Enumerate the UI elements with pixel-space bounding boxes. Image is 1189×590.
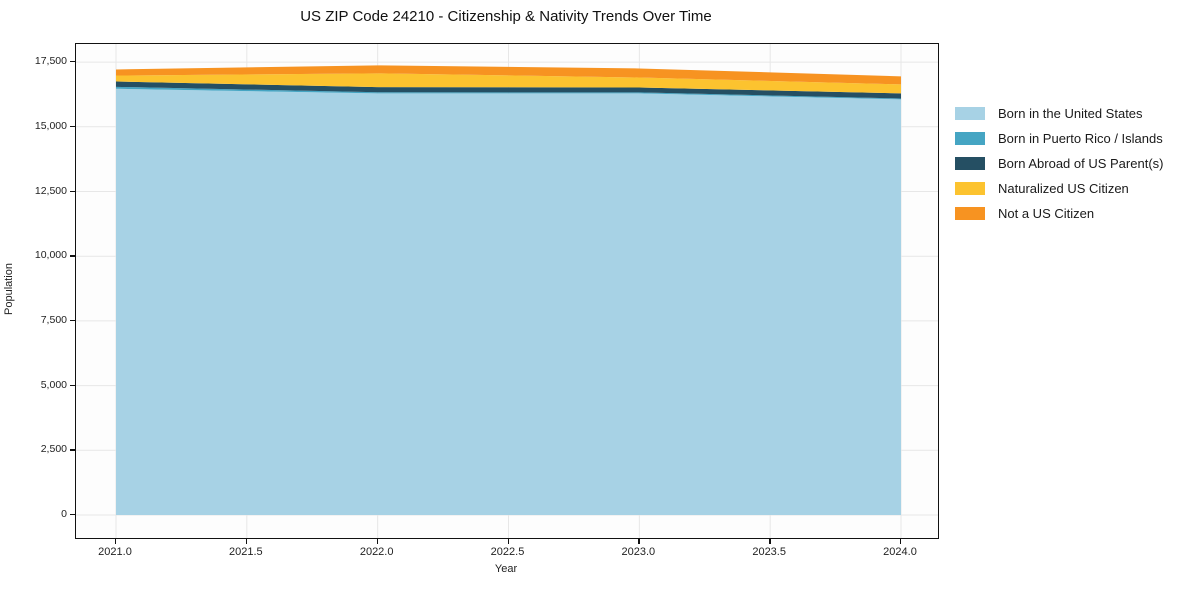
y-tick-mark bbox=[70, 190, 75, 192]
legend-label: Born Abroad of US Parent(s) bbox=[998, 156, 1164, 171]
legend-label: Born in Puerto Rico / Islands bbox=[998, 131, 1163, 146]
y-tick-mark bbox=[70, 384, 75, 386]
y-tick-mark bbox=[70, 449, 75, 451]
y-tick-mark bbox=[70, 61, 75, 63]
x-axis-label: Year bbox=[494, 563, 518, 575]
legend-label: Not a US Citizen bbox=[998, 206, 1095, 221]
x-tick-label: 2021.5 bbox=[229, 546, 263, 558]
chart-title: US ZIP Code 24210 - Citizenship & Nativi… bbox=[300, 8, 712, 25]
x-tick-mark bbox=[376, 539, 379, 544]
legend-swatch bbox=[955, 132, 985, 145]
x-tick-label: 2023.0 bbox=[621, 546, 656, 558]
y-tick-mark bbox=[70, 514, 75, 516]
x-tick-mark bbox=[507, 539, 509, 544]
legend: Born in the United States Born in Puerto … bbox=[955, 106, 1163, 221]
legend-label: Born in the United States bbox=[998, 106, 1143, 121]
y-tick-mark bbox=[70, 255, 75, 257]
plot-area bbox=[75, 43, 939, 539]
legend-swatch bbox=[955, 207, 985, 220]
x-tick-label: 2023.5 bbox=[752, 546, 786, 558]
y-tick-label: 5,000 bbox=[40, 378, 67, 391]
stacked-area-chart bbox=[76, 44, 938, 538]
y-tick-label: 7,500 bbox=[40, 313, 67, 326]
x-tick-label: 2021.0 bbox=[98, 546, 132, 558]
legend-swatch bbox=[955, 182, 985, 195]
x-tick-mark bbox=[769, 539, 771, 544]
legend-item: Not a US Citizen bbox=[955, 206, 1163, 221]
x-tick-mark bbox=[245, 539, 248, 544]
x-tick-label: 2022.0 bbox=[359, 546, 394, 558]
y-tick-mark bbox=[70, 125, 75, 128]
x-tick-mark bbox=[638, 539, 640, 544]
x-tick-mark bbox=[115, 539, 117, 544]
x-tick-label: 2022.5 bbox=[490, 546, 525, 558]
area-series bbox=[116, 65, 901, 85]
x-tick-label: 2024.0 bbox=[883, 546, 917, 558]
legend-item: Naturalized US Citizen bbox=[955, 181, 1163, 196]
area-series bbox=[116, 73, 901, 94]
y-tick-label: 2,500 bbox=[40, 443, 67, 456]
area-series bbox=[116, 86, 901, 100]
legend-item: Born in Puerto Rico / Islands bbox=[955, 131, 1163, 146]
y-tick-mark bbox=[70, 319, 75, 322]
legend-item: Born in the United States bbox=[955, 106, 1163, 121]
legend-swatch bbox=[955, 157, 985, 170]
y-tick-label: 12,500 bbox=[34, 184, 67, 197]
y-axis-label: Population bbox=[3, 263, 15, 315]
legend-label: Naturalized US Citizen bbox=[998, 181, 1129, 196]
y-tick-label: 15,000 bbox=[34, 119, 67, 132]
y-tick-label: 10,000 bbox=[34, 249, 67, 262]
legend-item: Born Abroad of US Parent(s) bbox=[955, 156, 1163, 171]
y-tick-label: 17,500 bbox=[34, 55, 67, 68]
y-tick-label: 0 bbox=[61, 508, 67, 520]
legend-swatch bbox=[955, 107, 985, 120]
area-series bbox=[116, 81, 901, 99]
area-series bbox=[116, 88, 901, 515]
x-tick-mark bbox=[900, 539, 902, 544]
